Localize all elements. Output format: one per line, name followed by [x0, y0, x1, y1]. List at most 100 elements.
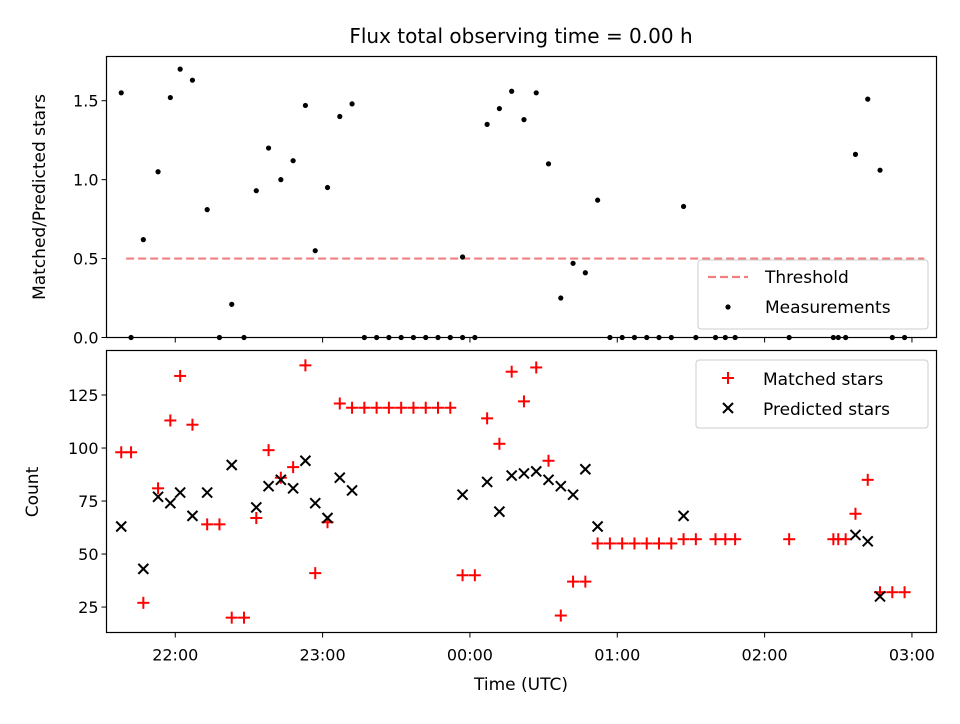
measurement-point [545, 161, 552, 167]
predicted-star-point [226, 459, 238, 471]
measurement-point [155, 169, 161, 175]
bottom-panel: Count Time (UTC) 25 50 75 100 125 22:00 23:00… [23, 349, 938, 695]
measurement-point [229, 301, 235, 307]
predicted-star-point [456, 488, 469, 501]
measurement-point [312, 248, 318, 254]
predicted-star-point [493, 505, 506, 518]
predicted-star-point [481, 476, 493, 488]
predicted-star-point [299, 455, 312, 467]
predicted-star-point [164, 497, 177, 509]
measurement-point [484, 121, 490, 127]
matched-star-point [225, 611, 238, 624]
measurement-point [253, 188, 259, 194]
matched-star-point [591, 537, 604, 550]
matched-star-point [898, 586, 911, 599]
matched-star-point [554, 609, 567, 622]
predicted-star-point [505, 469, 518, 482]
measurement-points [118, 66, 908, 341]
matched-star-point [628, 537, 641, 550]
x-tick-label: 23:00 [300, 646, 346, 665]
matched-legend-swatch [722, 372, 734, 384]
x-axis-label: Time (UTC) [473, 675, 568, 695]
x-tick-label: 01:00 [594, 646, 640, 665]
matched-legend-label: Matched stars [763, 370, 883, 390]
bottom-y-axis-label: Count [23, 466, 43, 517]
measurement-point [324, 184, 331, 191]
measurement-point [509, 88, 515, 94]
matched-star-point [783, 533, 796, 546]
matched-star-point [419, 401, 432, 414]
matched-star-point [250, 512, 263, 525]
matched-star-point [468, 569, 481, 582]
predicted-star-point [186, 510, 199, 522]
predicted-star-point [250, 501, 263, 514]
matched-star-point [407, 401, 420, 414]
y-tick-label: 125 [68, 386, 99, 405]
matched-star-point [213, 518, 226, 531]
predicted-star-point [346, 484, 358, 497]
measurement-point [570, 260, 576, 266]
measurement-point [582, 270, 588, 276]
matched-star-point [861, 473, 874, 486]
top-chart-title: Flux total observing time = 0.00 h [349, 24, 692, 48]
measurement-point [680, 203, 687, 210]
matched-star-point [346, 401, 359, 414]
top-y-ticks: 0.0 0.5 1.0 1.5 [73, 92, 107, 348]
top-legend: Threshold Measurements [697, 259, 929, 330]
measurement-point [337, 113, 343, 120]
matched-star-point [689, 533, 702, 546]
y-tick-label: 50 [78, 545, 98, 564]
predicted-star-point [579, 463, 592, 475]
predicted-star-point [321, 512, 334, 524]
y-tick-label: 75 [78, 492, 98, 511]
measurements-legend-swatch [725, 304, 731, 310]
matched-star-point [370, 401, 383, 414]
predicted-star-point [201, 486, 213, 499]
top-legend-box [697, 259, 929, 330]
predicted-star-point [591, 520, 604, 533]
predicted-star-point [874, 590, 886, 603]
matched-star-point [395, 401, 408, 414]
x-tick-label: 00:00 [447, 646, 493, 665]
predicted-star-point [849, 529, 862, 541]
top-x-tick-marks [174, 337, 913, 343]
matched-star-point [274, 471, 287, 484]
y-tick-label: 25 [78, 598, 98, 617]
predicted-star-point [530, 465, 542, 478]
matched-star-point [665, 537, 678, 550]
measurement-point [118, 90, 124, 96]
predicted-star-point [287, 482, 299, 495]
predicted-legend-swatch [722, 402, 734, 414]
matched-star-point [174, 369, 187, 382]
top-panel: Flux total observing time = 0.00 h Match… [30, 24, 938, 348]
matched-star-point [603, 537, 616, 550]
predicted-star-point [152, 491, 164, 503]
measurement-point [852, 151, 859, 157]
matched-star-point [616, 537, 629, 550]
predicted-star-point [862, 535, 874, 548]
matched-star-point [186, 418, 199, 431]
x-ticks: 22:00 23:00 00:00 01:00 02:00 03:00 [152, 632, 935, 665]
matched-star-point [886, 586, 899, 599]
measurement-point [265, 145, 272, 151]
measurement-point [558, 295, 564, 301]
matched-star-point [287, 461, 300, 474]
threshold-legend-label: Threshold [764, 268, 849, 288]
measurement-point [177, 66, 183, 72]
measurement-point [865, 96, 871, 102]
predicted-star-point [174, 486, 186, 499]
matched-star-point [517, 395, 530, 408]
matched-star-point [505, 365, 518, 378]
y-tick-label: 1.0 [73, 171, 98, 190]
matched-star-point [493, 437, 506, 450]
matched-star-point [729, 533, 742, 546]
measurement-point [189, 77, 196, 83]
matched-star-point [653, 537, 666, 550]
predicted-legend-label: Predicted stars [763, 400, 890, 420]
matched-star-point [164, 414, 177, 427]
matched-star-point [542, 454, 555, 467]
bottom-legend: Matched stars Predicted stars [695, 359, 929, 429]
matched-star-point [839, 533, 852, 546]
y-tick-label: 1.5 [73, 92, 98, 111]
matched-star-point [238, 611, 251, 624]
